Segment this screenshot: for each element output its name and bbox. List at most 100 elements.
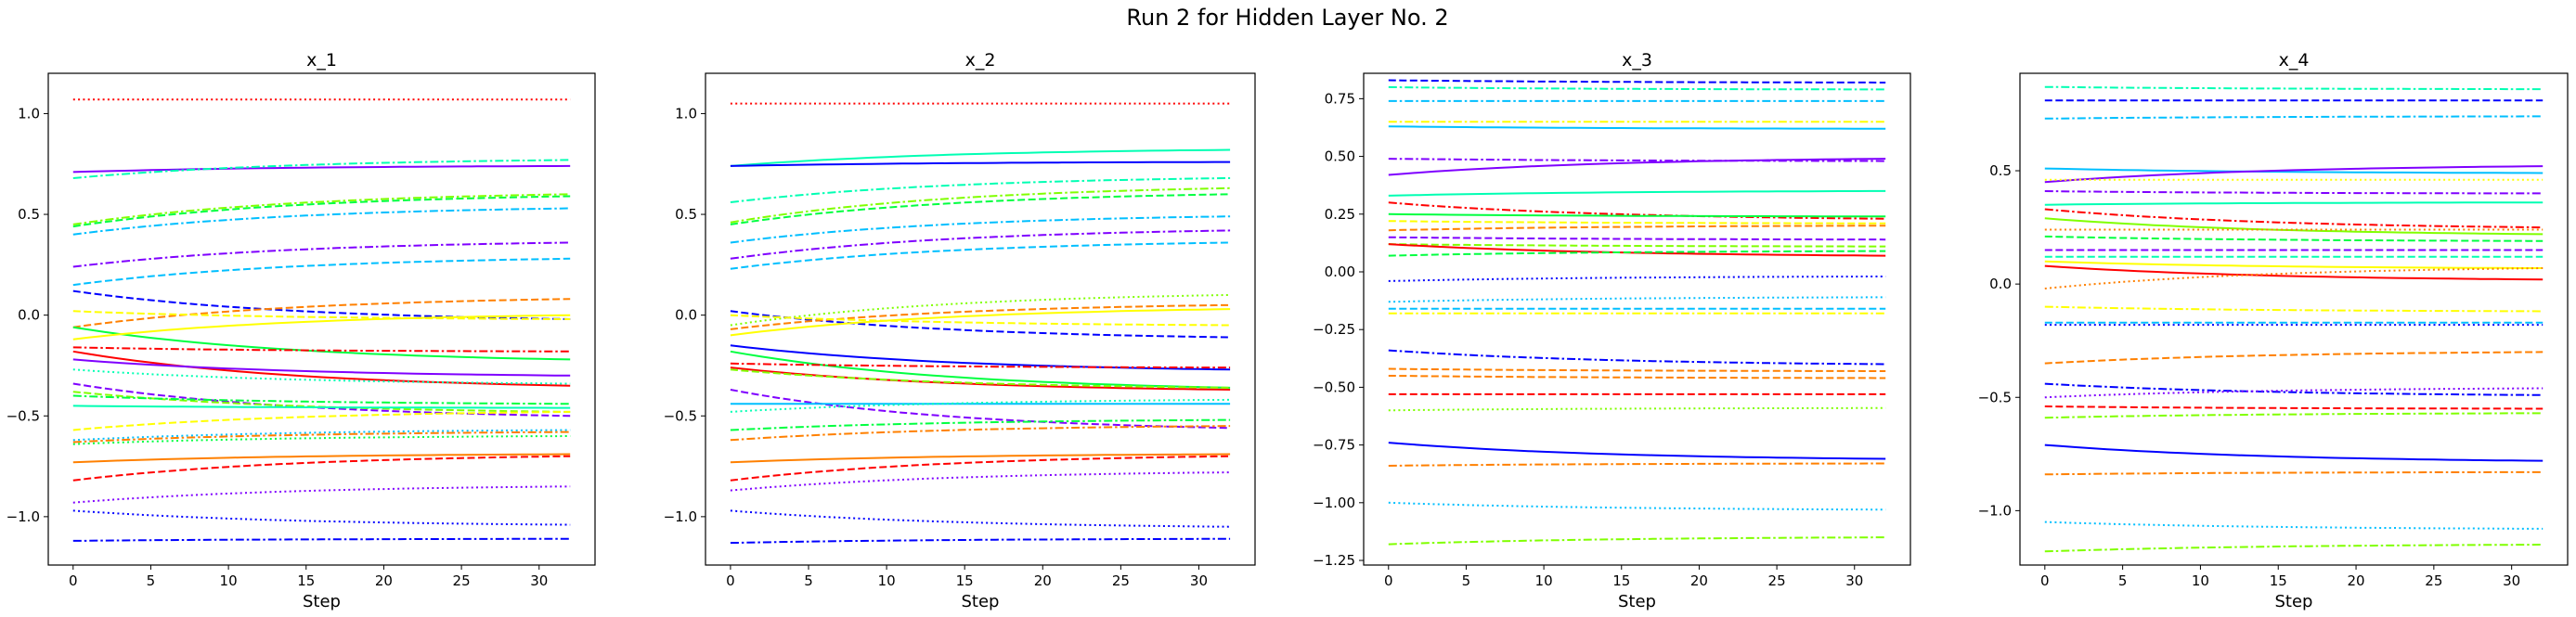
y-tick-label: 1.0 [675,105,697,122]
subplot-title: x_1 [306,50,337,71]
series-line-25 [2044,412,2544,419]
y-tick-label: 0.5 [1989,162,2012,179]
series-line-9 [2044,208,2544,229]
series-group [1388,79,1886,546]
y-tick-label: −0.50 [1313,379,1355,395]
series-line-1 [1388,79,1886,84]
x-tick-label: 10 [1535,572,1553,589]
x-tick-label: 25 [1112,572,1130,589]
y-tick-label: −0.75 [1313,437,1355,454]
series-line-28 [2044,521,2544,530]
x-axis-label: Step [1618,592,1656,611]
series-line-2 [72,164,571,174]
subplot-title: x_4 [2279,50,2310,71]
series-line-9 [72,289,571,320]
series-line-9 [1388,201,1886,220]
series-line-8 [1388,189,1886,197]
subplot-title: x_3 [1622,50,1652,71]
series-line-1 [2044,85,2544,91]
series-line-18 [1388,296,1886,303]
axes-frame [1363,72,1911,566]
x-tick-label: 10 [220,572,238,589]
subplot-2: 0 5 10 15 20 25 30 −1.0 −0.5 0.0 0.5 1.0 x_2 Step [664,50,1256,611]
x-tick-label: 5 [804,572,813,589]
series-line-15 [730,344,1231,371]
x-tick-label: 10 [878,572,896,589]
x-tick-label: 20 [1034,572,1052,589]
series-line-15 [72,350,571,387]
series-line-10 [1388,212,1886,218]
series-line-5 [2044,165,2544,184]
series-line-23 [1388,375,1886,379]
x-tick-label: 15 [1612,572,1630,589]
series-line-23 [2044,387,2544,399]
y-tick-label: 0.0 [18,307,40,324]
series-line-29 [2044,544,2544,553]
y-tick-label: −1.0 [6,508,40,525]
axes-frame [705,72,1256,566]
x-tick-label: 25 [2425,572,2442,589]
series-line-22 [72,410,571,431]
x-tick-label: 5 [2118,572,2128,589]
series-line-17 [72,368,571,385]
series-line-8 [72,257,571,287]
series-line-30 [72,537,571,542]
x-tick-label: 30 [2503,572,2520,589]
subplot-4: 0 5 10 15 20 25 30 −1.0 −0.5 0.0 0.5 x_4 Step [1978,50,2569,611]
subplot-1: 0 5 10 15 20 25 30 −1.0 −0.5 0.0 0.5 1.0 x_1 Step [6,50,596,611]
series-line-3 [2044,115,2544,120]
series-line-6 [72,207,571,236]
series-line-21 [1388,349,1886,366]
series-line-25 [730,453,1231,464]
series-line-28 [72,485,571,504]
series-line-21 [72,405,571,409]
x-tick-label: 30 [530,572,548,589]
x-axis-label: Step [303,592,341,611]
y-tick-label: −1.0 [664,508,697,525]
series-line-24 [730,425,1231,442]
y-tick-label: 0.25 [1325,206,1355,223]
series-line-26 [730,455,1231,482]
series-line-16 [730,350,1231,389]
x-tick-label: 15 [297,572,315,589]
x-tick-label: 15 [2270,572,2287,589]
series-line-15 [2044,260,2544,269]
series-line-7 [1388,158,1886,176]
x-tick-label: 30 [1190,572,1208,589]
y-tick-label: −0.25 [1313,321,1355,338]
x-tick-label: 30 [1845,572,1863,589]
series-line-5 [730,186,1231,224]
y-tick-label: 0.5 [675,206,697,223]
subplots: 0 5 10 15 20 25 30 −1.0 −0.5 0.0 0.5 1.0 x_1 Step 0 5 10… [6,50,2569,611]
y-tick-label: −0.5 [1978,389,2012,405]
series-line-7 [2044,190,2544,195]
series-line-13 [730,308,1231,337]
series-line-6 [730,193,1231,225]
series-line-10 [2044,217,2544,236]
series-line-12 [72,326,571,361]
x-tick-label: 20 [375,572,393,589]
x-tick-label: 25 [453,572,471,589]
series-line-4 [2044,167,2544,174]
y-tick-label: −0.5 [6,407,40,424]
series-line-27 [72,455,571,482]
series-line-5 [72,195,571,228]
series-group [730,102,1231,545]
y-tick-label: 0.0 [675,307,697,324]
series-line-26 [72,453,571,464]
series-group [72,98,571,542]
series-line-11 [730,310,1231,339]
series-line-14 [1388,243,1886,248]
series-group [2044,85,2544,553]
x-tick-label: 20 [1690,572,1708,589]
series-line-6 [1388,158,1886,162]
series-line-7 [730,215,1231,244]
y-tick-label: 1.0 [18,105,40,122]
series-line-11 [1388,220,1886,225]
series-line-25 [1388,406,1886,412]
y-tick-label: 0.75 [1325,90,1355,107]
subplot-3: 0 5 10 15 20 25 30 −1.25 −1.00 −0.75 −0.50 −0.25 0.0… [1313,50,1911,611]
series-line-29 [1388,536,1886,546]
series-line-12 [2044,235,2544,242]
